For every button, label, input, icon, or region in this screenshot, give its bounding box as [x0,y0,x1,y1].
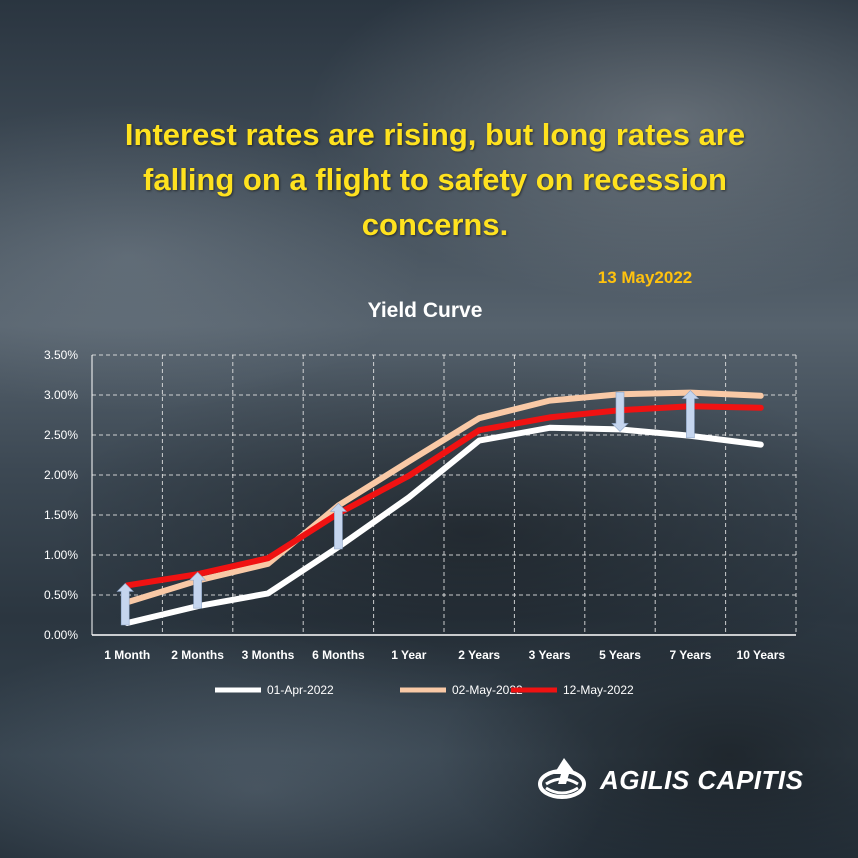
x-tick-label: 6 Months [312,648,365,662]
series-line [124,389,764,606]
legend-label: 02-May-2022 [452,683,523,697]
change-arrow [611,391,629,432]
x-tick-label: 3 Years [529,648,571,662]
change-arrow [329,502,348,550]
headline: Interest rates are rising, but long rate… [124,117,746,242]
y-tick-label: 1.50% [44,508,78,522]
x-tick-label: 1 Year [391,648,426,662]
change-arrow [116,582,134,626]
y-tick-label: 0.00% [44,628,78,642]
x-tick-label: 7 Years [669,648,711,662]
series-line [124,424,764,626]
globe-arrow-icon [538,758,586,799]
legend-label: 01-Apr-2022 [267,683,334,697]
x-tick-label: 2 Months [171,648,224,662]
chart-title: Yield Curve [367,299,483,322]
y-tick-label: 0.50% [44,588,78,602]
x-tick-label: 10 Years [737,648,786,662]
legend-label: 12-May-2022 [563,683,634,697]
change-arrow [188,571,207,609]
brand-block: AGILIS CAPITIS [536,754,816,804]
y-tick-label: 2.50% [44,428,78,442]
series-line [124,403,764,589]
x-tick-label: 3 Months [242,648,295,662]
brand-name: AGILIS CAPITIS [600,765,804,795]
y-tick-label: 2.00% [44,468,78,482]
y-tick-label: 3.50% [44,348,78,362]
y-tick-label: 3.00% [44,388,78,402]
x-tick-label: 1 Month [104,648,150,662]
y-tick-label: 1.00% [44,548,78,562]
x-tick-label: 2 Years [458,648,500,662]
x-tick-label: 5 Years [599,648,641,662]
change-arrow [681,390,700,439]
report-date: 13 May2022 [597,268,693,287]
